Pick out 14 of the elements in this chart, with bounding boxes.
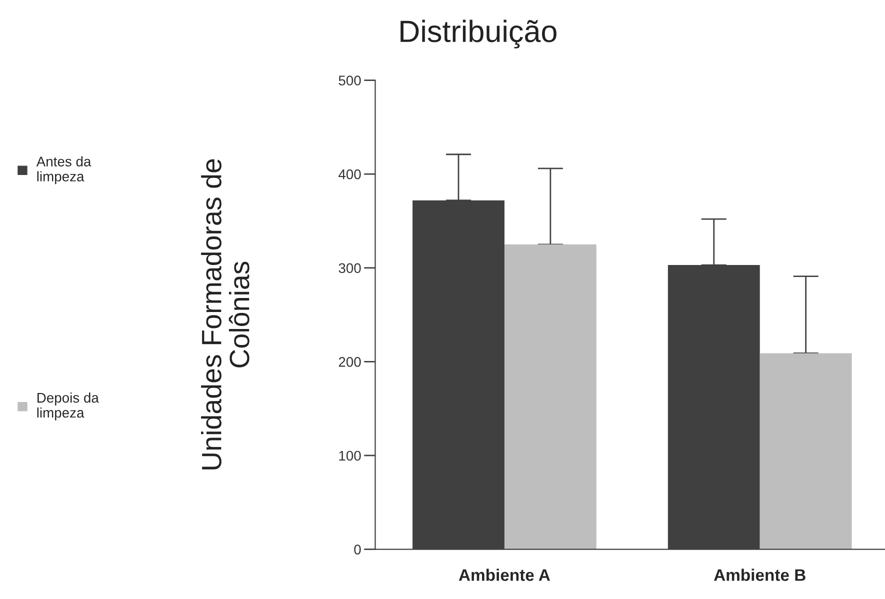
y-tick-label: 500 [338, 76, 361, 86]
bar [504, 244, 596, 550]
x-tick-label: Ambiente A [458, 568, 550, 581]
bar [760, 353, 852, 550]
chart-title: Distribuição [400, 20, 556, 48]
legend-label: Antes da limpeza [36, 156, 92, 184]
legend-label: Depois da limpeza [37, 392, 99, 420]
y-axis-title: Unidades Formadoras de Colônias [201, 159, 250, 470]
y-tick-label: 100 [339, 450, 361, 461]
y-tick-label: 0 [354, 544, 361, 554]
y-tick-label: 200 [338, 357, 361, 367]
x-tick-label: Ambiente B [714, 568, 806, 581]
y-tick-label: 400 [338, 169, 361, 180]
y-tick-label: 300 [338, 263, 361, 274]
